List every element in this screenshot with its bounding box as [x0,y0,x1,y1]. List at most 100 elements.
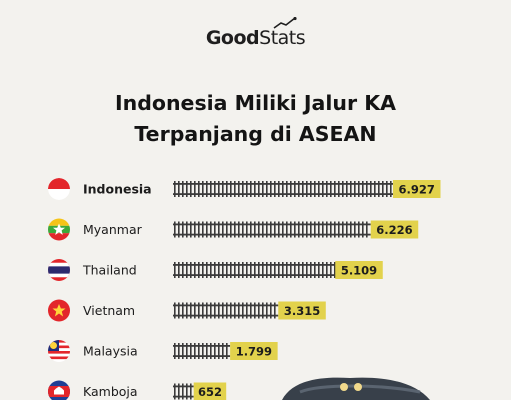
rail-tie [194,302,196,319]
rail-tie [186,383,188,400]
rail-tie [222,343,224,359]
page-title: Indonesia Miliki Jalur KA Terpanjang di … [0,88,511,150]
rail-tie [210,302,212,319]
rail-tie [198,262,200,278]
flag-malaysia-icon [48,340,70,362]
rail-tie [310,262,312,278]
chart-row: Myanmar 6.226 [48,218,419,241]
flag-part [48,189,70,200]
category-label: Thailand [82,263,137,278]
rail-tie [306,181,308,197]
rail-tie [342,181,344,197]
rail-tie [282,221,284,238]
rail-tie [274,262,276,278]
rail-tie [226,302,228,319]
category-label: Indonesia [83,182,152,197]
rail-tie [254,262,256,278]
rail-tie [182,262,184,278]
rail-tie [302,181,304,197]
value-label-box [230,342,278,360]
rail-tie [254,302,256,319]
rail-tie [210,221,212,238]
rail-tie [290,181,292,197]
value-label: 6.226 [376,223,412,237]
title-line-2: Terpanjang di ASEAN [134,122,377,146]
flag-temple [54,386,64,395]
category-label: Myanmar [83,222,143,237]
rail-tie [290,221,292,238]
rail-tie [270,181,272,197]
flag-fill [48,218,70,241]
rail-tie [266,262,268,278]
rail-tie [210,343,212,359]
rail-tie [262,181,264,197]
rail-top [173,223,371,226]
rail-tie [358,221,360,238]
rail-tie [386,181,388,197]
chart-row: Thailand 5.109 [48,259,383,281]
flag-vietnam-icon [48,299,70,322]
rail-tie [194,262,196,278]
flag-stripe [48,359,70,362]
rail-tie [202,302,204,319]
rail-tie [258,262,260,278]
rail-tie [246,181,248,197]
rail-tie [210,181,212,197]
rail-tie [326,262,328,278]
rail-tie [350,221,352,238]
rail-tie [222,262,224,278]
rail-tie [226,343,228,359]
rail-tie [190,383,192,400]
rail-tie [274,181,276,197]
rail-bar [173,302,279,319]
rail-tie [266,181,268,197]
rail-tie [254,181,256,197]
rail-tie [334,221,336,238]
rail-tie [230,181,232,197]
rail-tie [178,221,180,238]
rail-tie [230,221,232,238]
value-label-box [278,301,326,320]
rail-tie [262,302,264,319]
rail-tie [278,262,280,278]
rail-tie [346,221,348,238]
rail-top [173,304,279,307]
rail-tie [322,221,324,238]
rail-bar [173,181,393,197]
rail-tie [218,343,220,359]
rail-tie [278,181,280,197]
rail-tie [382,181,384,197]
value-label: 1.799 [236,344,272,358]
value-label-box [335,261,383,279]
rail-tie [250,181,252,197]
rail-tie [330,262,332,278]
value-label: 3.315 [284,304,320,318]
rail-tie [174,221,176,238]
rail-tie [326,221,328,238]
rail-tie [278,221,280,238]
rail-tie [298,262,300,278]
rail-tie [258,181,260,197]
rail-tie [238,181,240,197]
rail-tie [226,221,228,238]
rail-bottom [173,355,231,357]
chart-rows: Indonesia 6.927 Myanmar 6.226 Thailand 5.109 V… [48,178,441,400]
rail-tie [222,181,224,197]
chart-row: Malaysia 1.799 [48,340,278,362]
rail-tie [202,343,204,359]
rail-tie [294,221,296,238]
rail-tie [218,262,220,278]
rail-tie [206,302,208,319]
rail-tie [362,221,364,238]
rail-tie [174,343,176,359]
rail-tie [338,181,340,197]
rail-tie [322,181,324,197]
rail-tie [270,302,272,319]
logo-good: Good [205,27,260,49]
rail-tie [194,221,196,238]
rail-tie [330,181,332,197]
rail-tie [302,221,304,238]
rail-tie [178,343,180,359]
logo-stats-text: Stats [259,27,306,49]
